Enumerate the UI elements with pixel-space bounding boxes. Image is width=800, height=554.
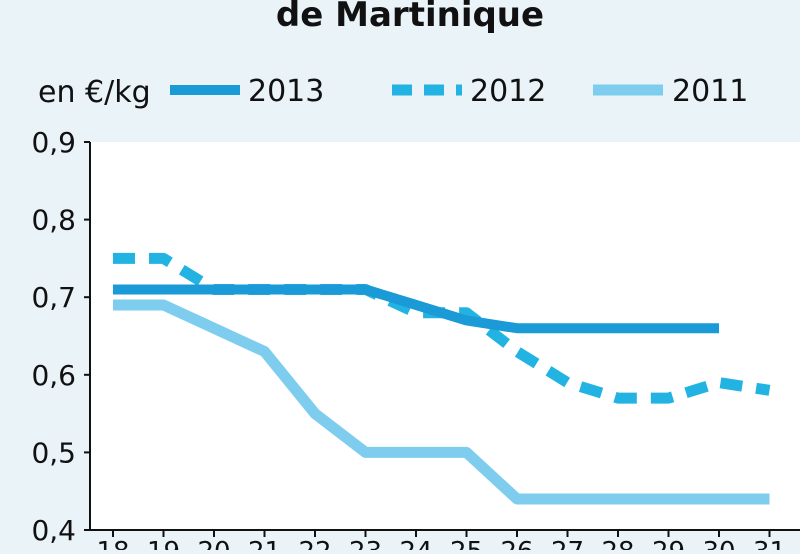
x-tick-label: 26 [500, 537, 533, 550]
y-tick-label: 0,8 [31, 204, 76, 237]
y-tick-label: 0,4 [31, 514, 76, 547]
chart-title: de Martinique [276, 0, 544, 35]
y-tick-label: 0,9 [31, 126, 76, 159]
legend-label-2013: 2013 [248, 74, 324, 109]
series-line-2011 [113, 299, 770, 505]
x-tick-label: 22 [298, 537, 331, 550]
x-tick-label: 20 [197, 537, 230, 550]
y-tick-label: 0,6 [31, 359, 76, 392]
x-tick-label: 21 [248, 537, 281, 550]
x-tick-label: 23 [349, 537, 382, 550]
x-tick-label: 25 [450, 537, 483, 550]
legend-label-2011: 2011 [672, 74, 748, 109]
y-tick-label: 0,7 [31, 281, 76, 314]
legend: 2013 2012 2011 [170, 74, 748, 109]
x-tick-label: 24 [399, 537, 432, 550]
x-tick-label: 27 [551, 537, 584, 550]
series-line-2013 [113, 284, 719, 334]
x-tick-label: 18 [96, 537, 129, 550]
x-tick-label: 28 [601, 537, 634, 550]
x-tick-label: 31 [753, 537, 786, 550]
plot-area [90, 142, 800, 530]
y-tick-label: 0,5 [31, 436, 76, 469]
legend-label-2012: 2012 [470, 74, 546, 109]
x-tick-label: 30 [702, 537, 735, 550]
series-layer [113, 252, 771, 505]
unit-label: en €/kg [38, 75, 151, 110]
x-tick-label: 29 [652, 537, 685, 550]
x-tick-label: 19 [147, 537, 180, 550]
